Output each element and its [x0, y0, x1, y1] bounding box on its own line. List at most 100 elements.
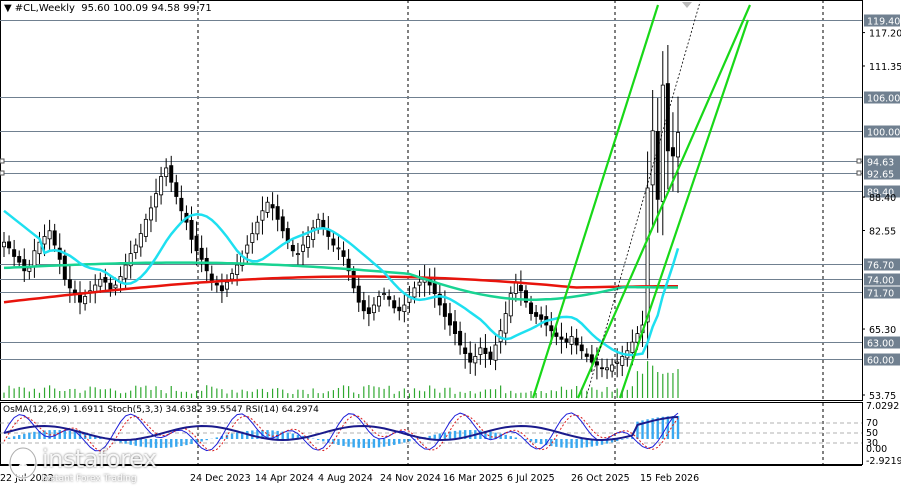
candle-body	[599, 367, 604, 370]
candle-body	[341, 250, 346, 257]
candle-body	[483, 347, 488, 354]
candle-body	[295, 253, 300, 256]
level-label-box	[864, 167, 900, 180]
candle-body	[417, 281, 422, 286]
stoch-main-line	[3, 412, 679, 452]
candle-body	[148, 207, 153, 221]
candle-body	[275, 206, 280, 220]
level-label: 119.40	[867, 17, 900, 28]
price-tick-label: 65.30	[869, 325, 896, 336]
candle-body	[351, 270, 356, 289]
candle-body	[488, 351, 493, 360]
candle-body	[518, 285, 523, 292]
candle-body	[255, 221, 260, 235]
candle-body	[123, 264, 128, 279]
candle-body	[2, 241, 7, 248]
level-label-box	[864, 14, 900, 27]
time-axis-label: 4 Aug 2024	[318, 473, 373, 484]
scroll-marker-icon	[682, 2, 692, 8]
candle-body	[169, 165, 174, 183]
candle-body	[154, 193, 159, 208]
candle-body	[133, 244, 138, 253]
candle-body	[27, 267, 32, 272]
candle-body	[159, 176, 164, 196]
candle-body	[610, 364, 615, 372]
candle-body	[143, 218, 148, 237]
candle-body	[513, 281, 518, 294]
candle-body	[569, 336, 574, 345]
line-handle-icon	[856, 158, 862, 164]
candle-body	[67, 279, 72, 289]
candle-body	[245, 244, 250, 254]
candle-body	[447, 313, 452, 326]
candle-body	[554, 332, 559, 337]
candle-body	[128, 253, 133, 267]
time-axis-label: 14 Apr 2024	[255, 473, 314, 484]
candle-body	[620, 356, 625, 366]
candle-body	[463, 347, 468, 354]
candle-body	[164, 167, 169, 177]
channel-line	[531, 4, 660, 399]
candle-body	[655, 131, 660, 200]
candle-body	[47, 230, 52, 240]
candle-body	[503, 313, 508, 334]
price-tick-label: 117.20	[869, 29, 901, 40]
symbol-label: #CL,Weekly	[14, 3, 75, 14]
indicator-axis-label: 30	[866, 438, 878, 449]
candle-body	[22, 259, 27, 272]
candle-body	[670, 147, 675, 157]
candle-body	[32, 250, 37, 267]
candle-body	[397, 306, 402, 312]
candle-body	[371, 304, 376, 314]
candle-body	[458, 330, 463, 346]
indicator-axis-label: -2.9219	[866, 456, 901, 467]
candle-body	[356, 285, 361, 303]
candle-body	[529, 302, 534, 315]
price-tick-label: 88.40	[869, 193, 896, 204]
candle-body	[321, 219, 326, 229]
candle-body	[270, 204, 275, 209]
rsi-line	[3, 416, 679, 442]
line-handle-icon	[0, 158, 5, 164]
candle-body	[574, 337, 579, 346]
candle-body	[493, 344, 498, 361]
candle-body	[214, 282, 219, 286]
candle-body	[199, 247, 204, 260]
candle-body	[650, 130, 655, 186]
candle-body	[523, 290, 528, 303]
candle-body	[453, 321, 458, 334]
price-tick-label: 82.55	[869, 226, 896, 237]
candle-body	[42, 236, 47, 245]
indicator-axis-label: 70	[866, 418, 878, 429]
candle-body	[594, 361, 599, 366]
candle-body	[235, 264, 240, 275]
candle-body	[300, 244, 305, 252]
level-label: 60.00	[867, 356, 894, 367]
main-pane-border	[0, 0, 863, 401]
indicator-axis-label: 0.00	[866, 444, 887, 455]
candle-body	[331, 238, 336, 246]
candle-body	[98, 278, 103, 287]
level-label: 100.00	[867, 128, 900, 139]
candle-body	[174, 182, 179, 197]
candle-body	[62, 255, 67, 280]
candle-body	[7, 241, 12, 249]
level-label-box	[864, 286, 900, 299]
candle-body	[179, 197, 184, 212]
candle-body	[103, 277, 108, 283]
candle-body	[377, 296, 382, 307]
candle-body	[539, 314, 544, 320]
candle-body	[250, 233, 255, 243]
candle-body	[676, 132, 681, 158]
time-axis-label: 22 Jul 2022	[0, 473, 54, 484]
collapse-triangle-icon[interactable]: ▼	[4, 3, 12, 14]
level-label-box	[864, 91, 900, 104]
indicator-axis-label: 7.0292	[866, 401, 899, 412]
candle-body	[392, 300, 397, 309]
candle-body	[473, 356, 478, 364]
candle-body	[17, 256, 22, 263]
candle-body	[52, 230, 57, 246]
candle-body	[589, 354, 594, 363]
